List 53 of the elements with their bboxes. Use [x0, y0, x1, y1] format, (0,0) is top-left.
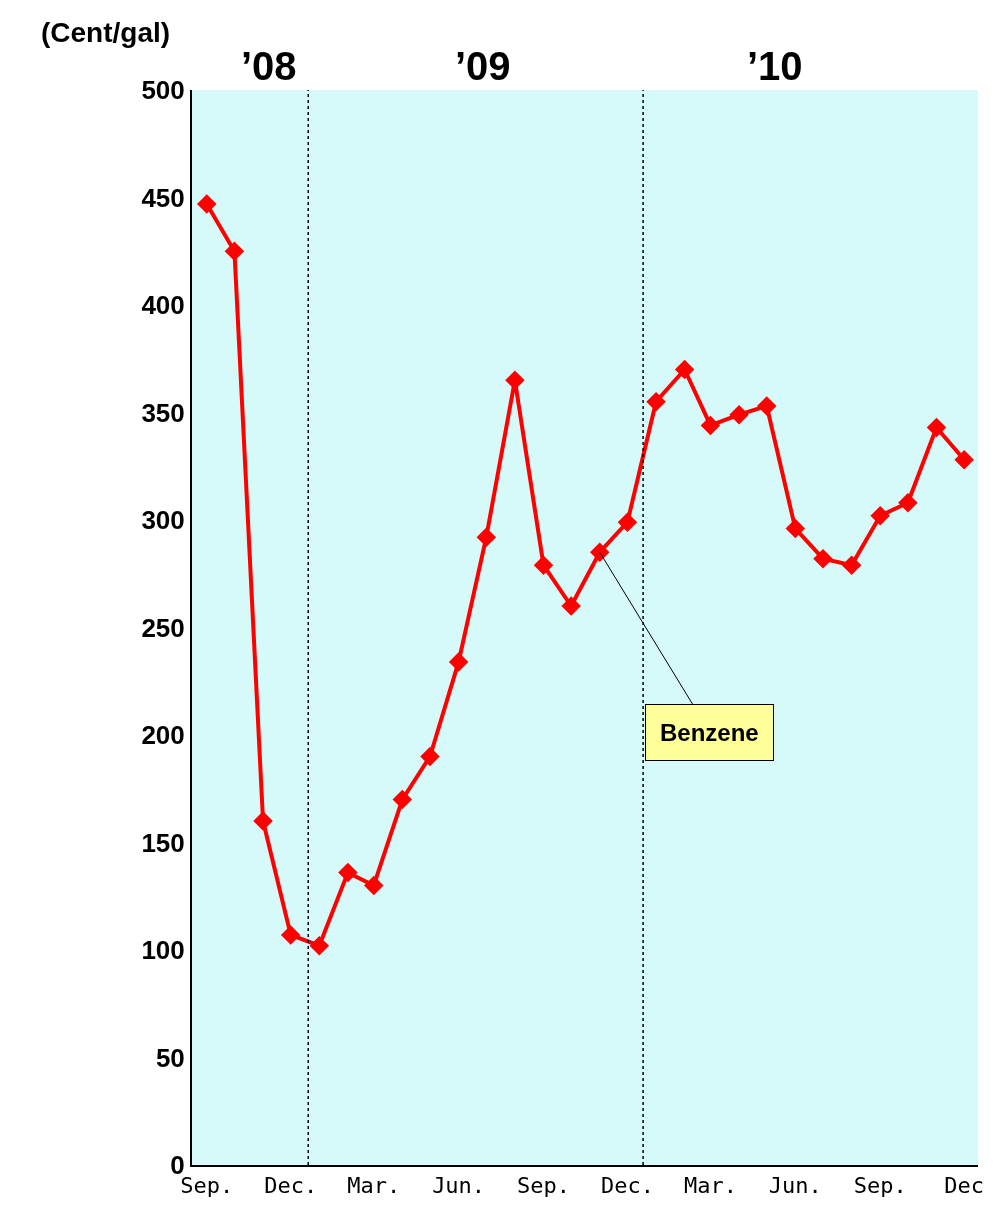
x-tick-label: Dec. — [600, 1173, 654, 1199]
point — [253, 811, 273, 831]
x-tick-label: Dec. — [264, 1173, 318, 1199]
point — [700, 415, 721, 436]
y-tick-label: 150 — [141, 827, 185, 858]
y-axis-title: (Cent/gal) — [41, 17, 171, 48]
y-tick-label: 350 — [141, 397, 185, 428]
point — [590, 542, 610, 562]
point — [533, 555, 554, 575]
point — [646, 392, 666, 412]
y-tick-label: 400 — [141, 290, 185, 321]
point — [617, 512, 638, 532]
point — [420, 746, 440, 767]
point — [280, 925, 301, 945]
point — [729, 404, 749, 425]
point — [926, 417, 947, 438]
point — [448, 652, 469, 672]
point — [898, 493, 918, 513]
y-tick-label: 450 — [141, 182, 185, 213]
point — [954, 450, 974, 470]
text: ’08 — [241, 44, 297, 88]
y-tick-label: 300 — [141, 505, 185, 536]
y-tick-label: 100 — [141, 935, 185, 966]
point — [224, 241, 245, 261]
text: Benzene — [660, 719, 759, 746]
x-tick-label: Dec — [944, 1173, 985, 1199]
point — [870, 505, 890, 526]
point — [674, 359, 695, 380]
x-tick-label: Mar. — [347, 1173, 401, 1199]
point — [561, 596, 581, 616]
x-tick-label: Sep. — [517, 1173, 570, 1199]
x-tick-label: Mar. — [683, 1173, 737, 1199]
point — [392, 789, 413, 810]
point — [309, 935, 330, 956]
y-tick-label: 500 — [141, 75, 185, 106]
point — [785, 518, 806, 539]
point — [476, 527, 497, 547]
point — [841, 555, 862, 575]
text: ’09 — [455, 44, 511, 88]
x-tick-label: Jun. — [432, 1173, 486, 1199]
y-tick-label: 200 — [141, 720, 185, 751]
point — [756, 396, 777, 416]
x-tick-label: Sep. — [853, 1173, 907, 1199]
point — [197, 194, 217, 214]
point — [363, 875, 384, 896]
y-tick-label: 50 — [155, 1042, 185, 1073]
x-tick-label: Sep. — [180, 1173, 234, 1199]
point — [338, 862, 358, 883]
y-tick-label: 250 — [141, 612, 185, 643]
point — [813, 548, 833, 569]
text: ’10 — [747, 44, 803, 88]
x-tick-label: Jun. — [768, 1173, 822, 1199]
point — [505, 370, 525, 390]
